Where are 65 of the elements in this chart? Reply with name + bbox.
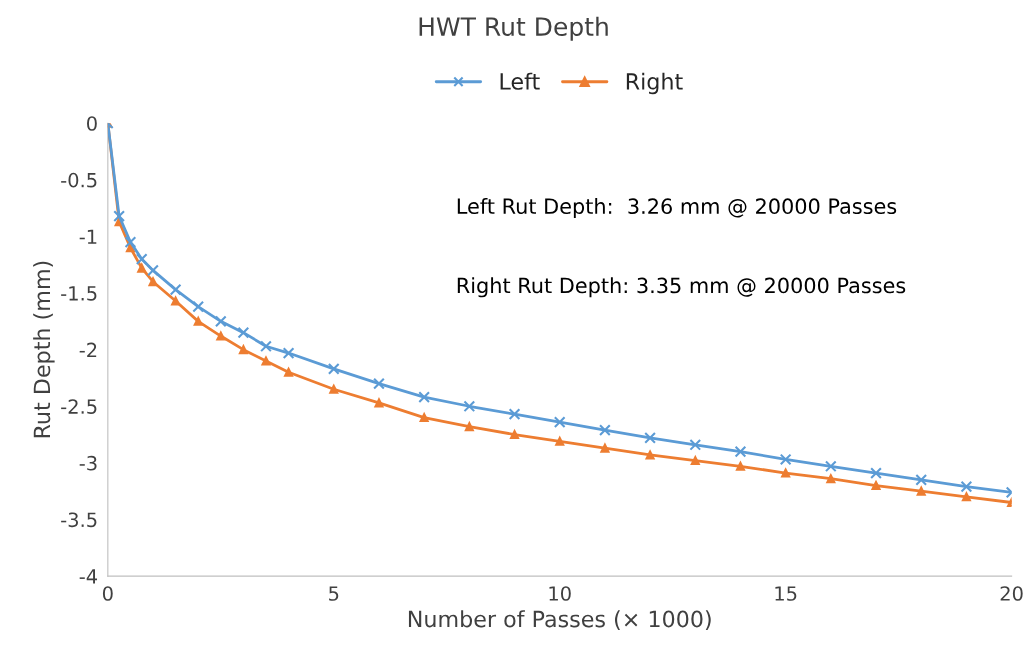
point [193, 316, 203, 326]
point [463, 400, 476, 413]
point [599, 424, 611, 436]
annotation: Left Rut Depth: 3.26 mm @ 20000 Passes [457, 197, 897, 219]
point [171, 296, 181, 306]
x-tick-label: 20 [1000, 586, 1023, 601]
y-tick-label: -1.5 [61, 286, 97, 301]
point [124, 236, 137, 248]
chart-title: HWT Rut Depth [419, 16, 608, 41]
point [871, 481, 881, 491]
point [260, 340, 272, 353]
point [824, 460, 837, 473]
point [373, 377, 385, 390]
point [645, 450, 655, 460]
x-tick-label: 15 [775, 586, 797, 601]
point [644, 432, 656, 444]
point [237, 326, 250, 339]
point [555, 436, 565, 446]
point [284, 367, 294, 377]
point [689, 438, 702, 451]
point [148, 277, 158, 287]
point [960, 480, 973, 493]
y-axis-title: Rut Depth (mm) [33, 261, 55, 438]
point [735, 461, 745, 471]
y-tick-label: -2 [79, 342, 97, 358]
point [327, 363, 340, 375]
point [135, 253, 148, 265]
x-tick-label: 10 [549, 586, 571, 601]
point [113, 210, 126, 222]
point [826, 474, 836, 484]
point [216, 331, 226, 341]
legend-label: Right [626, 72, 683, 95]
point [137, 263, 147, 273]
point [282, 347, 295, 359]
point [553, 416, 566, 429]
point [374, 398, 384, 408]
x-axis-title: Number of Passes (× 1000) [408, 610, 711, 630]
point [915, 473, 928, 486]
y-tick-label: -0.5 [61, 172, 97, 188]
point [329, 384, 339, 394]
y-tick-label: -3 [79, 455, 97, 471]
point [169, 283, 182, 296]
x-tick-label: 5 [329, 586, 339, 601]
y-tick-label: -4 [79, 569, 98, 584]
point [261, 356, 271, 366]
x-tick-label: 0 [102, 586, 113, 601]
point [961, 492, 971, 502]
point [192, 300, 205, 313]
point [916, 486, 926, 496]
point [600, 443, 610, 453]
point [781, 468, 791, 478]
point [214, 315, 227, 328]
y-tick-label: -3.5 [61, 512, 97, 528]
annotation: Right Rut Depth: 3.35 mm @ 20000 Passes [457, 277, 906, 298]
point [508, 408, 521, 421]
point [418, 391, 431, 404]
point [147, 264, 159, 277]
y-tick-label: -2.5 [61, 399, 97, 414]
y-tick-label: 0 [87, 116, 97, 131]
point [734, 445, 747, 458]
point [238, 345, 248, 355]
legend-label: Left [500, 72, 540, 90]
point [870, 467, 882, 479]
point [779, 453, 792, 466]
y-tick-label: -1 [79, 229, 97, 244]
